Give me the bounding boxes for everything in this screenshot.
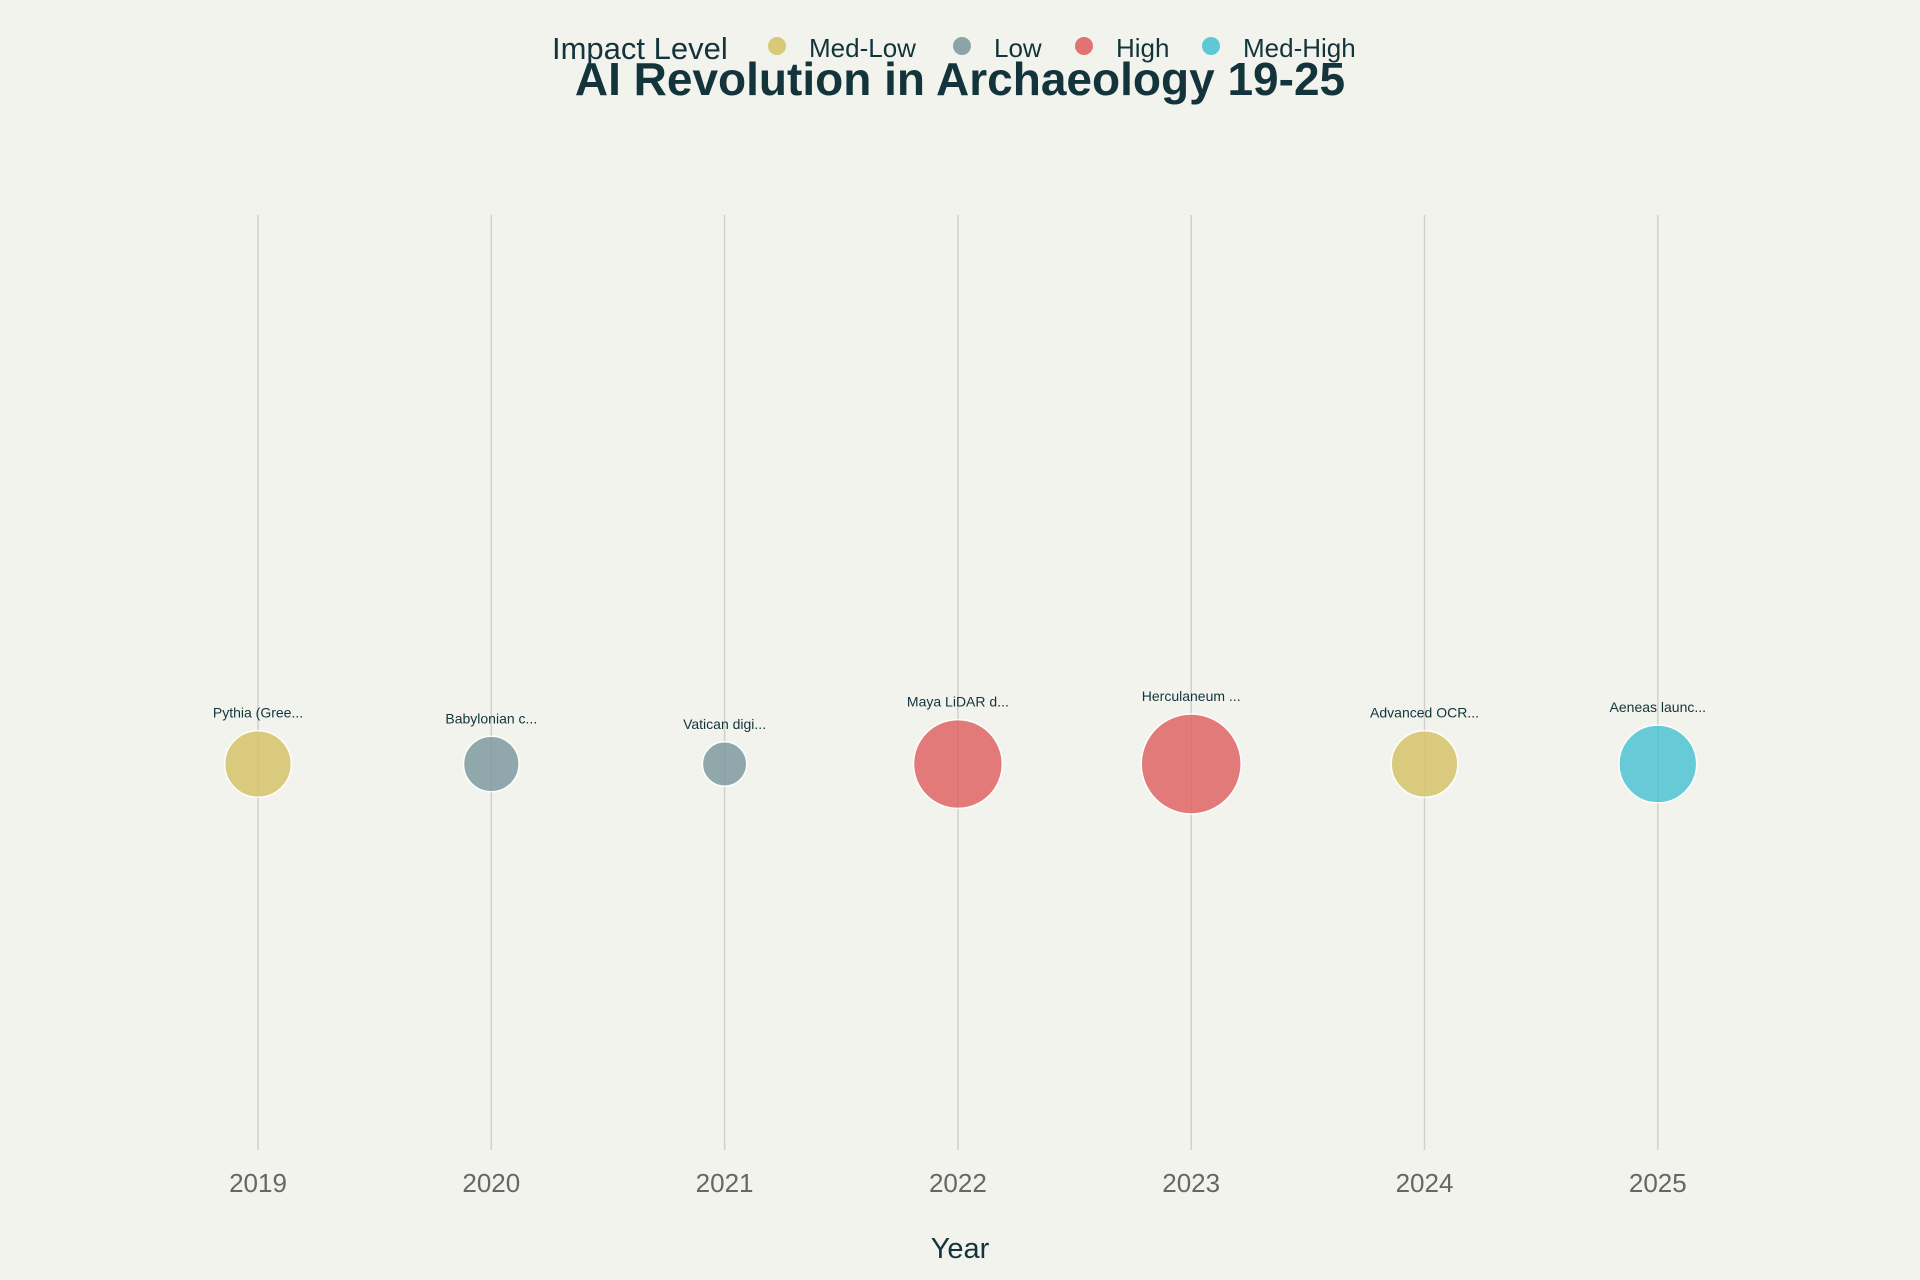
- chart-title: AI Revolution in Archaeology 19-25: [575, 53, 1345, 105]
- bubble-labels: Pythia (Gree... Babylonian c... Vatican di…: [213, 688, 1706, 732]
- legend-label-high: High: [1116, 33, 1169, 63]
- bubbles: [223, 713, 1698, 815]
- bubble-2020[interactable]: [462, 735, 520, 793]
- bubble-label-2022: Maya LiDAR d...: [907, 694, 1009, 710]
- legend-title: Impact Level: [552, 31, 728, 66]
- x-tick-label-2021: 2021: [696, 1168, 754, 1198]
- legend-label-med-low: Med-Low: [809, 33, 916, 63]
- bubble-2023[interactable]: [1140, 713, 1242, 815]
- bubble-2019[interactable]: [223, 729, 293, 799]
- bubble-2025[interactable]: [1618, 724, 1698, 804]
- legend-marker-high: [1075, 37, 1093, 55]
- x-axis-ticks: 2019 2020 2021 2022 2023 2024 2025: [229, 1168, 1687, 1198]
- bubble-2024[interactable]: [1390, 729, 1459, 799]
- x-tick-label-2024: 2024: [1396, 1168, 1454, 1198]
- x-tick-label-2025: 2025: [1629, 1168, 1687, 1198]
- x-tick-label-2023: 2023: [1162, 1168, 1220, 1198]
- bubble-2021[interactable]: [701, 741, 748, 787]
- bubble-2022[interactable]: [912, 718, 1004, 810]
- legend-marker-low: [953, 37, 971, 55]
- x-axis-title: Year: [931, 1233, 990, 1265]
- legend-label-med-high: Med-High: [1243, 33, 1356, 63]
- legend-marker-med-high: [1202, 37, 1220, 55]
- bubble-label-2020: Babylonian c...: [445, 710, 537, 726]
- bubble-label-2019: Pythia (Gree...: [213, 705, 303, 721]
- bubble-label-2025: Aeneas launc...: [1610, 699, 1707, 715]
- x-tick-label-2020: 2020: [462, 1168, 520, 1198]
- x-tick-label-2019: 2019: [229, 1168, 287, 1198]
- legend-label-low: Low: [994, 33, 1042, 63]
- legend-marker-med-low: [768, 37, 786, 55]
- bubble-label-2021: Vatican digi...: [683, 716, 766, 732]
- bubble-label-2023: Herculaneum ...: [1142, 688, 1241, 704]
- legend: Impact Level Med-Low Low High Med-High: [552, 31, 1356, 66]
- bubble-label-2024: Advanced OCR...: [1370, 705, 1479, 721]
- gridlines: [257, 215, 1659, 1150]
- x-tick-label-2022: 2022: [929, 1168, 987, 1198]
